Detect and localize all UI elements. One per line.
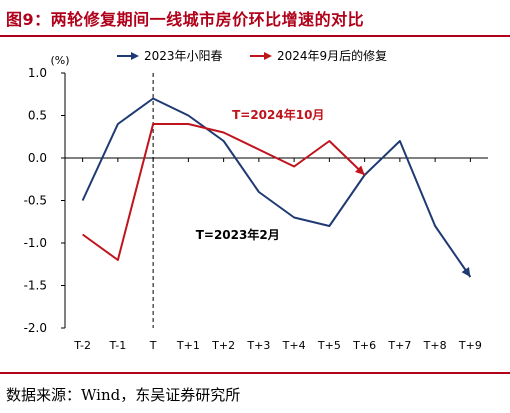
y-tick-label: -1.5 (24, 279, 47, 293)
y-tick-label: 1.0 (28, 66, 47, 80)
x-tick-label: T+4 (282, 339, 306, 352)
annotations: T=2024年10月 T=2023年2月 (196, 107, 325, 242)
legend-arrow-1 (131, 52, 139, 60)
legend: 2023年小阳春 2024年9月后的修复 (117, 48, 387, 63)
legend-label-1: 2023年小阳春 (144, 49, 223, 63)
x-tick-label: T+1 (176, 339, 200, 352)
x-tick-label: T+6 (352, 339, 376, 352)
series-lines (81, 97, 472, 278)
series-arrowhead-2 (355, 165, 365, 175)
y-axis-ticks: 1.0 0.5 0.0 -0.5 -1.0 -1.5 -2.0 (24, 66, 65, 335)
x-tick-label: T+3 (246, 339, 270, 352)
x-axis-ticks: T-2 T-1 T T+1 T+2 T+3 T+4 T+5 T+6 T+7 T+8 T+9 (73, 158, 482, 352)
y-tick-label: -0.5 (24, 194, 47, 208)
line-chart: 2023年小阳春 2024年9月后的修复 (%) 1.0 0.5 0.0 -0.5 -1.… (24, 48, 488, 352)
x-tick-label: T-2 (73, 339, 91, 352)
annotation-1: T=2024年10月 (232, 107, 324, 122)
y-axis-unit-label: (%) (50, 54, 69, 67)
x-tick-label: T+9 (458, 339, 482, 352)
series-arrowhead-1 (461, 267, 471, 277)
y-tick-label: -1.0 (24, 236, 47, 250)
x-tick-label: T+8 (423, 339, 447, 352)
legend-arrow-2 (264, 52, 272, 60)
annotation-2: T=2023年2月 (196, 227, 280, 242)
data-source: 数据来源：Wind，东吴证券研究所 (6, 386, 241, 404)
series-line-1 (81, 97, 472, 278)
x-tick-label: T+2 (211, 339, 235, 352)
x-tick-label: T+7 (387, 339, 411, 352)
x-tick-label: T (149, 339, 157, 352)
footer-divider (0, 372, 510, 374)
y-tick-label: 0.0 (28, 151, 47, 165)
figure-title: 图9：两轮修复期间一线城市房价环比增速的对比 (6, 10, 365, 29)
title-divider (0, 35, 510, 37)
y-tick-label: -2.0 (24, 321, 47, 335)
x-tick-label: T-1 (109, 339, 127, 352)
series-line-2 (82, 123, 366, 261)
legend-label-2: 2024年9月后的修复 (277, 48, 387, 63)
y-tick-label: 0.5 (28, 109, 47, 123)
x-tick-label: T+5 (317, 339, 341, 352)
